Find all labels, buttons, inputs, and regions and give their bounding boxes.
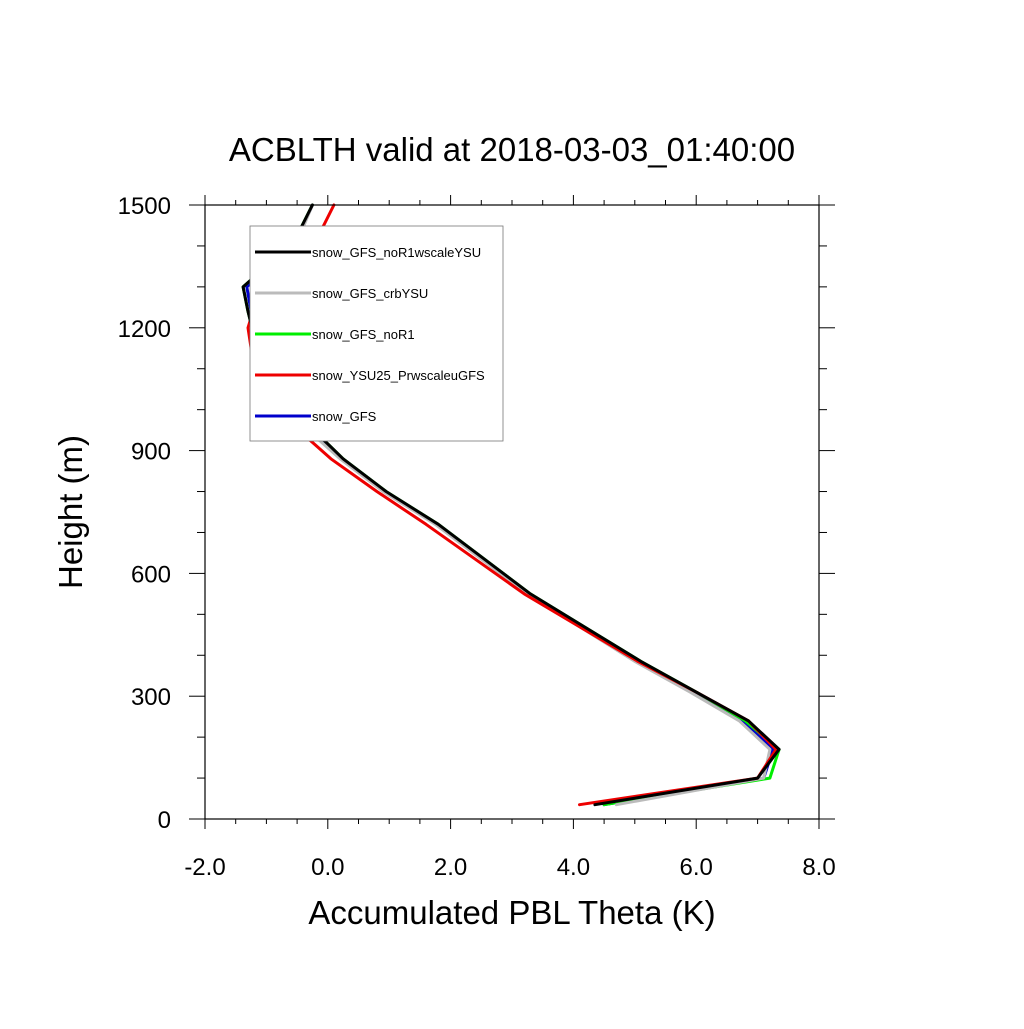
x-tick-label: 2.0 bbox=[434, 854, 467, 881]
y-tick-label: 0 bbox=[158, 807, 171, 834]
legend-label: snow_GFS_noR1 bbox=[312, 327, 415, 342]
axis-ticks: -2.0 0.0 2.0 4.0 6.0 8.0 0 300 600 900 1200 1500 bbox=[118, 193, 836, 881]
y-tick-label: 600 bbox=[131, 561, 171, 588]
x-tick-label: 6.0 bbox=[680, 854, 713, 881]
x-tick-label: 8.0 bbox=[802, 854, 835, 881]
x-tick-label: 0.0 bbox=[311, 854, 344, 881]
legend: snow_GFS_noR1wscaleYSU snow_GFS_crbYSUsno… bbox=[249, 225, 504, 442]
legend-label: snow_YSU25_PrwscaleuGFS bbox=[312, 368, 485, 383]
y-tick-label: 1200 bbox=[118, 316, 171, 343]
y-tick-label: 1500 bbox=[118, 193, 171, 220]
x-tick-label: 4.0 bbox=[557, 854, 590, 881]
x-tick-label: -2.0 bbox=[184, 854, 225, 881]
y-axis-label: Height (m) bbox=[52, 435, 89, 589]
x-axis-label: Accumulated PBL Theta (K) bbox=[308, 894, 715, 931]
series-line-snow_GFS_noR1wscaleYSU bbox=[241, 203, 781, 807]
legend-label: snow_GFS bbox=[312, 409, 377, 424]
legend-label: snow_GFS_crbYSU bbox=[312, 286, 428, 301]
legend-label: snow_GFS_noR1wscaleYSU bbox=[312, 245, 481, 260]
y-tick-label: 300 bbox=[131, 684, 171, 711]
y-tick-label: 900 bbox=[131, 439, 171, 466]
chart-title: ACBLTH valid at 2018-03-03_01:40:00 bbox=[229, 131, 795, 168]
